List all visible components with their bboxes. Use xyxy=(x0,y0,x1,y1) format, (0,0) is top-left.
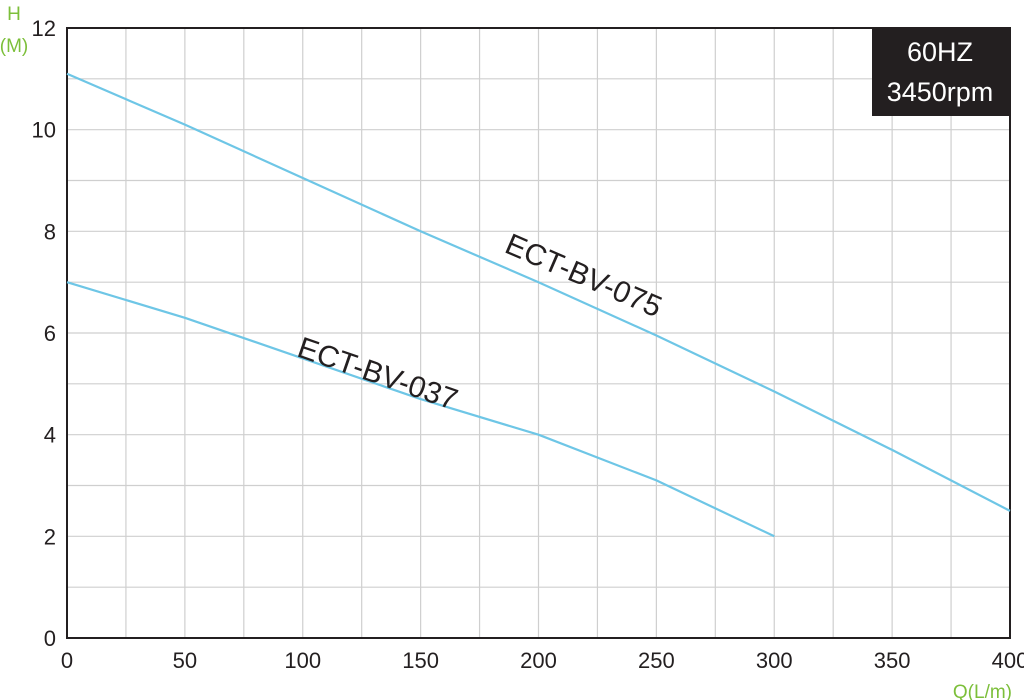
y-tick-label: 6 xyxy=(44,321,56,346)
y-tick-label: 0 xyxy=(44,626,56,651)
x-tick-labels: 0 50 100 150 200 250 300 350 400 xyxy=(61,648,1024,673)
series-lines xyxy=(66,72,1011,538)
series-line-ect-bv-075 xyxy=(66,72,1011,512)
info-box-speed: 3450rpm xyxy=(887,77,994,107)
y-tick-label: 4 xyxy=(44,423,56,448)
x-tick-label: 150 xyxy=(402,648,439,673)
y-axis-title-line2: (M) xyxy=(0,36,28,57)
x-tick-label: 350 xyxy=(874,648,911,673)
series-line-ect-bv-037 xyxy=(66,281,775,538)
y-tick-label: 2 xyxy=(44,524,56,549)
x-tick-label: 0 xyxy=(61,648,73,673)
x-tick-label: 400 xyxy=(992,648,1024,673)
grid-lines xyxy=(66,27,1011,639)
y-tick-labels: 0 2 4 6 8 10 12 xyxy=(32,16,56,651)
info-box-background xyxy=(872,28,1009,116)
plot-frame xyxy=(66,27,1011,639)
y-tick-label: 8 xyxy=(44,219,56,244)
y-tick-label: 12 xyxy=(32,16,56,41)
y-tick-label: 10 xyxy=(32,118,56,143)
x-tick-label: 100 xyxy=(284,648,321,673)
x-tick-label: 250 xyxy=(638,648,675,673)
series-label-ect-bv-037: ECT-BV-037 xyxy=(293,331,461,417)
x-tick-label: 50 xyxy=(173,648,197,673)
info-box: 60HZ 3450rpm xyxy=(872,28,1009,116)
x-tick-label: 300 xyxy=(756,648,793,673)
y-axis-title-line1: H xyxy=(7,4,21,25)
info-box-frequency: 60HZ xyxy=(907,37,973,67)
x-tick-label: 200 xyxy=(520,648,557,673)
x-axis-title: Q(L/m) xyxy=(953,682,1012,700)
